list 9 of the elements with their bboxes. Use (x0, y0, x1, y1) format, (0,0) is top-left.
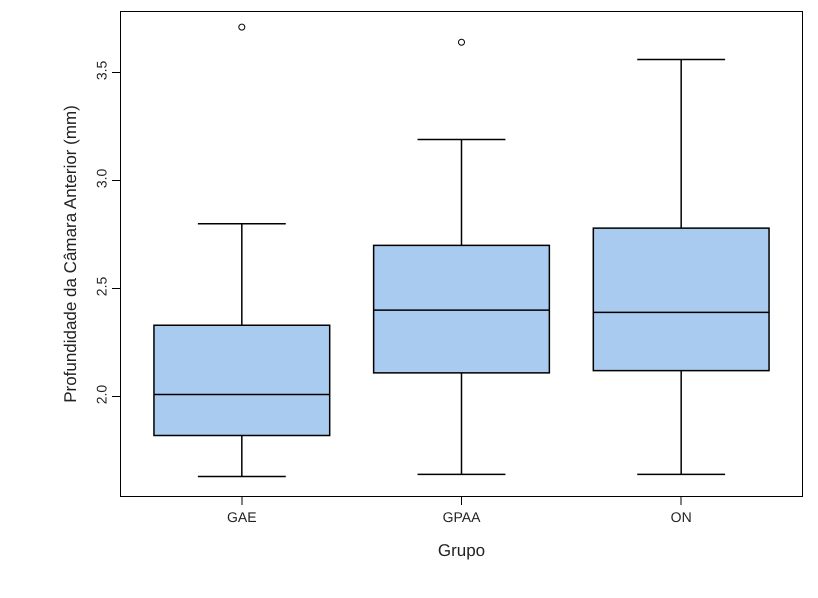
y-axis-title: Profundidade da Câmara Anterior (mm) (60, 105, 80, 403)
x-tick-label: GPAA (442, 508, 482, 525)
x-tick-label: GAE (227, 508, 257, 525)
y-tick-label: 3.5 (93, 60, 110, 80)
y-tick-label: 2.5 (93, 276, 110, 296)
x-axis-title: Grupo (438, 541, 486, 560)
y-tick-label: 3.0 (93, 168, 110, 188)
x-tick-label: ON (670, 508, 692, 525)
y-tick-label: 2.0 (93, 384, 110, 404)
